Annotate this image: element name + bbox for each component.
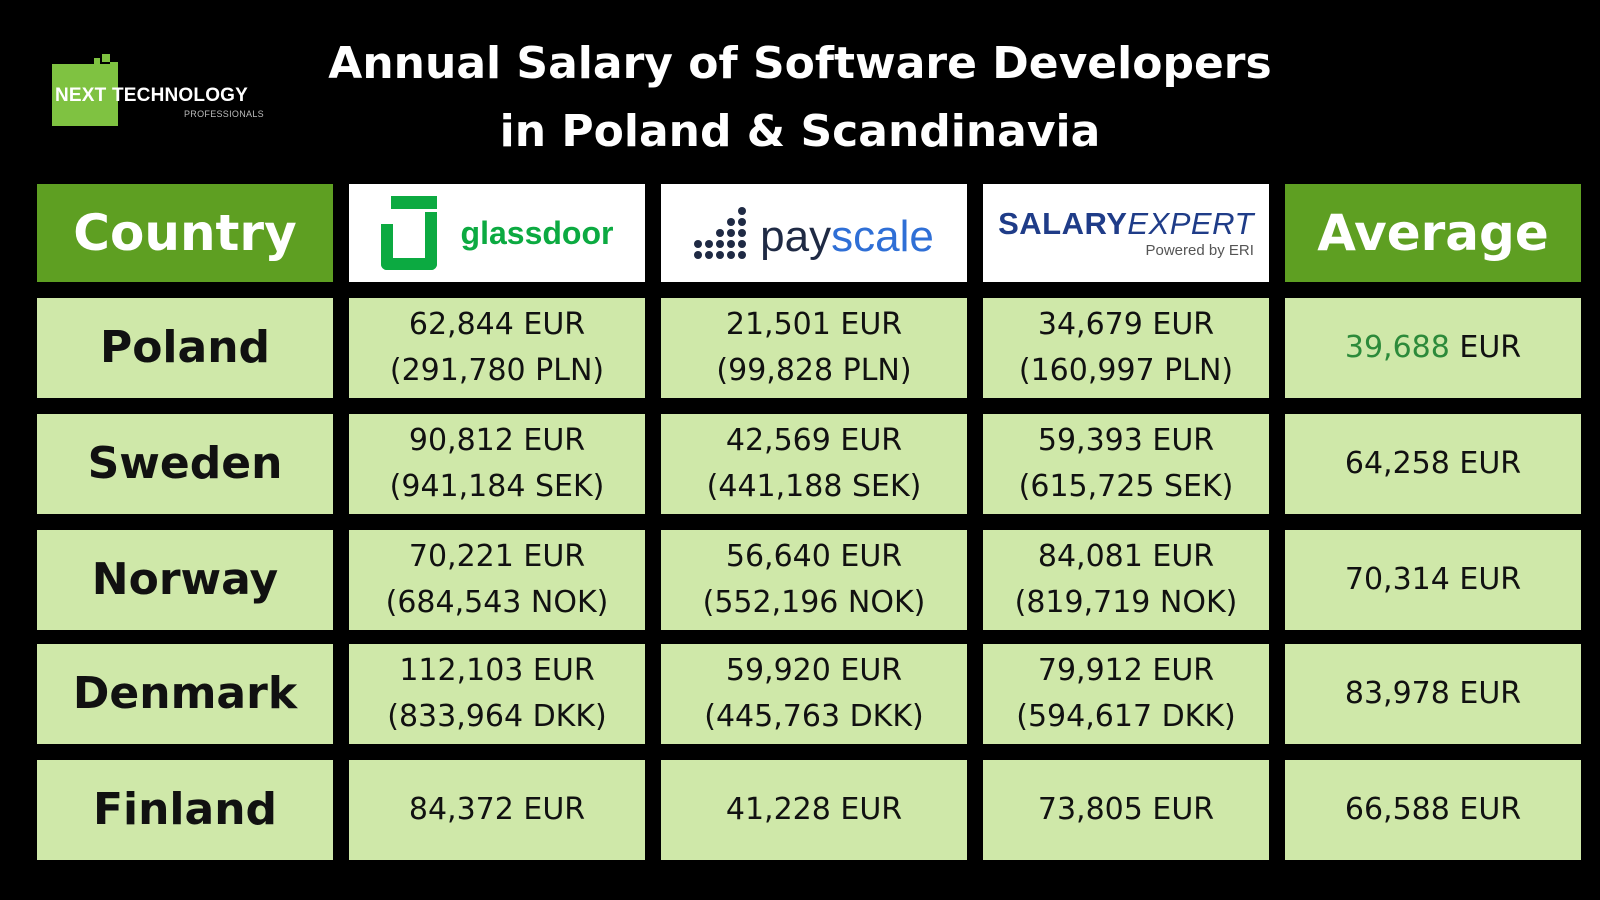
logo-green-square xyxy=(52,64,118,126)
header-average-label: Average xyxy=(1317,204,1549,262)
local-value: (819,719 NOK) xyxy=(1014,585,1238,620)
next-technology-logo: NEXT TECHNOLOGY PROFESSIONALS xyxy=(50,52,280,132)
logo-subtext: PROFESSIONALS xyxy=(184,109,264,119)
local-value: (941,184 SEK) xyxy=(389,469,605,504)
average-value: 66,588 EUR xyxy=(1344,792,1522,827)
header-average: Average xyxy=(1285,184,1581,282)
eur-value: 70,221 EUR xyxy=(408,539,586,574)
eur-value: 42,569 EUR xyxy=(725,423,903,458)
glassdoor-logo-icon: glassdoor xyxy=(380,196,614,270)
page-title: Annual Salary of Software Developers in … xyxy=(300,30,1300,166)
row-country-cell: Sweden xyxy=(37,414,333,514)
average-value: 39,688 EUR xyxy=(1344,330,1522,365)
salaryexpert-value-cell: 34,679 EUR (160,997 PLN) xyxy=(983,298,1269,398)
salaryexpert-subtext: Powered by ERI xyxy=(1145,242,1254,259)
local-value: (615,725 SEK) xyxy=(1018,469,1234,504)
salaryexpert-value-cell: 79,912 EUR (594,617 DKK) xyxy=(983,644,1269,744)
average-value: 70,314 EUR xyxy=(1344,562,1522,597)
local-value: (594,617 DKK) xyxy=(1016,699,1236,734)
country-label: Finland xyxy=(92,784,278,835)
eur-value: 84,081 EUR xyxy=(1037,539,1215,574)
eur-value: 62,844 EUR xyxy=(408,307,586,342)
eur-value: 56,640 EUR xyxy=(725,539,903,574)
glassdoor-value-cell: 62,844 EUR (291,780 PLN) xyxy=(349,298,645,398)
header-glassdoor: glassdoor xyxy=(349,184,645,282)
logo-pixel xyxy=(102,54,110,62)
title-line-1: Annual Salary of Software Developers xyxy=(328,38,1272,89)
local-value: (441,188 SEK) xyxy=(706,469,922,504)
eur-value: 73,805 EUR xyxy=(1037,792,1215,827)
glassdoor-value-cell: 70,221 EUR (684,543 NOK) xyxy=(349,530,645,630)
logo-brand-text: NEXT TECHNOLOGY xyxy=(55,85,249,106)
salaryexpert-logo-icon: SALARYEXPERT Powered by ERI xyxy=(998,208,1254,258)
payscale-value-cell: 42,569 EUR (441,188 SEK) xyxy=(661,414,967,514)
average-value-cell: 66,588 EUR xyxy=(1285,760,1581,860)
salaryexpert-value-cell: 59,393 EUR (615,725 SEK) xyxy=(983,414,1269,514)
average-value: 83,978 EUR xyxy=(1344,676,1522,711)
row-country-cell: Finland xyxy=(37,760,333,860)
country-label: Poland xyxy=(99,322,271,373)
eur-value: 112,103 EUR xyxy=(399,653,595,688)
row-country-cell: Poland xyxy=(37,298,333,398)
title-line-2: in Poland & Scandinavia xyxy=(499,106,1101,157)
glassdoor-mark-icon xyxy=(380,196,437,270)
average-value-cell: 83,978 EUR xyxy=(1285,644,1581,744)
local-value: (552,196 NOK) xyxy=(702,585,926,620)
payscale-wordmark: payscale xyxy=(760,212,934,261)
country-label: Denmark xyxy=(72,668,298,719)
local-value: (160,997 PLN) xyxy=(1018,353,1234,388)
average-value-cell: 70,314 EUR xyxy=(1285,530,1581,630)
salaryexpert-value-cell: 84,081 EUR (819,719 NOK) xyxy=(983,530,1269,630)
row-country-cell: Norway xyxy=(37,530,333,630)
logo-pixel xyxy=(94,58,100,64)
eur-value: 90,812 EUR xyxy=(408,423,586,458)
local-value: (291,780 PLN) xyxy=(389,353,605,388)
eur-value: 41,228 EUR xyxy=(725,792,903,827)
eur-value: 34,679 EUR xyxy=(1037,307,1215,342)
salaryexpert-value-cell: 73,805 EUR xyxy=(983,760,1269,860)
eur-value: 59,393 EUR xyxy=(1037,423,1215,458)
payscale-logo-icon: payscale xyxy=(694,207,934,259)
header-salaryexpert: SALARYEXPERT Powered by ERI xyxy=(983,184,1269,282)
payscale-value-cell: 59,920 EUR (445,763 DKK) xyxy=(661,644,967,744)
eur-value: 79,912 EUR xyxy=(1037,653,1215,688)
local-value: (684,543 NOK) xyxy=(385,585,609,620)
payscale-value-cell: 41,228 EUR xyxy=(661,760,967,860)
average-value: 64,258 EUR xyxy=(1344,446,1522,481)
payscale-dots-icon xyxy=(694,207,747,259)
local-value: (833,964 DKK) xyxy=(387,699,607,734)
country-label: Sweden xyxy=(87,438,283,489)
average-value-cell: 39,688 EUR xyxy=(1285,298,1581,398)
header-country-label: Country xyxy=(73,204,297,262)
glassdoor-value-cell: 84,372 EUR xyxy=(349,760,645,860)
eur-value: 59,920 EUR xyxy=(725,653,903,688)
eur-value: 84,372 EUR xyxy=(408,792,586,827)
eur-value: 21,501 EUR xyxy=(725,307,903,342)
payscale-value-cell: 21,501 EUR (99,828 PLN) xyxy=(661,298,967,398)
header-payscale: payscale xyxy=(661,184,967,282)
country-label: Norway xyxy=(91,554,279,605)
glassdoor-value-cell: 112,103 EUR (833,964 DKK) xyxy=(349,644,645,744)
glassdoor-value-cell: 90,812 EUR (941,184 SEK) xyxy=(349,414,645,514)
glassdoor-wordmark: glassdoor xyxy=(460,215,614,251)
row-country-cell: Denmark xyxy=(37,644,333,744)
local-value: (445,763 DKK) xyxy=(704,699,924,734)
average-value-cell: 64,258 EUR xyxy=(1285,414,1581,514)
salaryexpert-wordmark: SALARYEXPERT xyxy=(998,206,1254,241)
payscale-value-cell: 56,640 EUR (552,196 NOK) xyxy=(661,530,967,630)
local-value: (99,828 PLN) xyxy=(716,353,912,388)
header-country: Country xyxy=(37,184,333,282)
logo-pixel xyxy=(110,62,118,70)
